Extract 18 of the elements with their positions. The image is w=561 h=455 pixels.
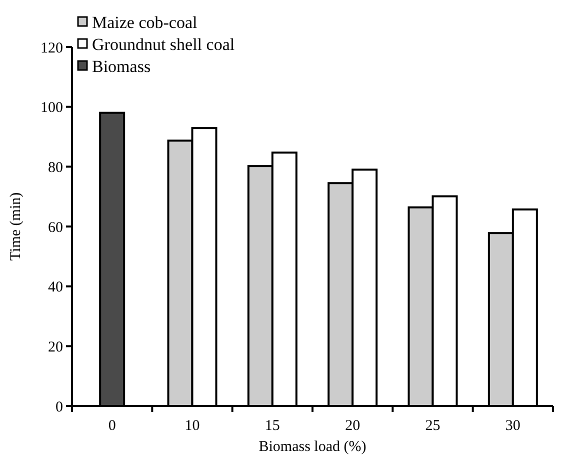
x-axis-title: Biomass load (%) [258,439,366,455]
x-tick-label: 20 [345,418,360,434]
y-tick-label: 120 [40,40,63,56]
y-tick-label: 20 [48,339,63,356]
y-tick-label: 100 [40,100,63,116]
legend-label: Biomass [92,56,151,76]
y-tick-label: 40 [48,280,63,296]
y-axis-title: Time (min) [8,192,24,261]
y-tick-label: 60 [48,220,63,236]
x-tick-label: 25 [425,418,440,434]
x-tick-label: 15 [264,418,280,434]
y-tick-label: 0 [56,399,63,416]
x-tick-label: 0 [108,418,116,434]
x-tick-label: 30 [505,418,520,434]
legend-label: Maize cob-coal [92,12,198,32]
y-tick-label: 80 [48,160,63,176]
legend-label: Groundnut shell coal [92,34,235,54]
x-tick-label: 10 [184,418,200,434]
